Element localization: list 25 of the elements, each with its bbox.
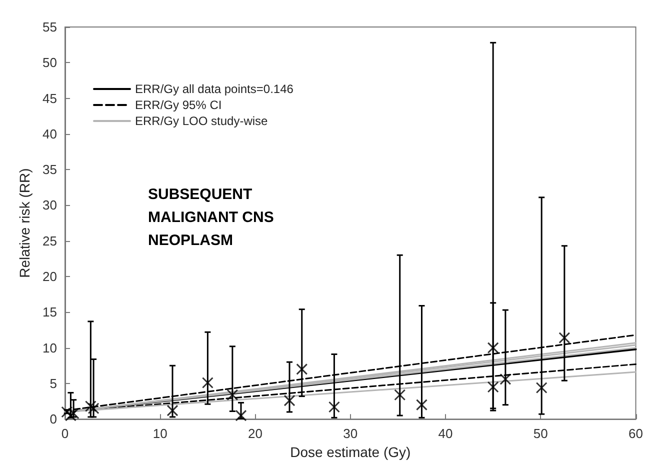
legend-label: ERR/Gy all data points=0.146 bbox=[135, 82, 294, 96]
legend-label: ERR/Gy 95% CI bbox=[135, 98, 222, 112]
x-tick-label: 0 bbox=[61, 426, 69, 442]
y-tick-label: 25 bbox=[42, 233, 57, 248]
x-tick-label: 60 bbox=[628, 426, 644, 442]
y-tick-label: 55 bbox=[42, 20, 57, 34]
x-tick-label: 10 bbox=[152, 426, 168, 442]
x-axis-title: Dose estimate (Gy) bbox=[290, 444, 411, 460]
x-tick-label: 40 bbox=[438, 426, 453, 442]
y-tick-label: 40 bbox=[42, 126, 57, 142]
y-tick-label: 15 bbox=[42, 304, 57, 320]
x-tick-label: 50 bbox=[533, 426, 548, 442]
x-tick-label: 20 bbox=[248, 426, 262, 442]
y-tick-label: 30 bbox=[42, 198, 57, 213]
legend-label: ERR/Gy LOO study-wise bbox=[135, 114, 268, 128]
y-tick-label: 35 bbox=[42, 162, 57, 178]
y-tick-label: 10 bbox=[42, 340, 57, 356]
x-tick-label: 30 bbox=[343, 426, 358, 442]
y-tick-label: 0 bbox=[50, 412, 57, 427]
y-tick-label: 5 bbox=[50, 376, 57, 391]
y-tick-label: 45 bbox=[42, 90, 57, 106]
y-tick-label: 20 bbox=[42, 269, 57, 284]
y-tick-label: 50 bbox=[42, 55, 57, 70]
y-axis-title: Relative risk (RR) bbox=[16, 168, 33, 278]
annotation: SUBSEQUENT MALIGNANT CNS NEOPLASM bbox=[148, 186, 274, 249]
